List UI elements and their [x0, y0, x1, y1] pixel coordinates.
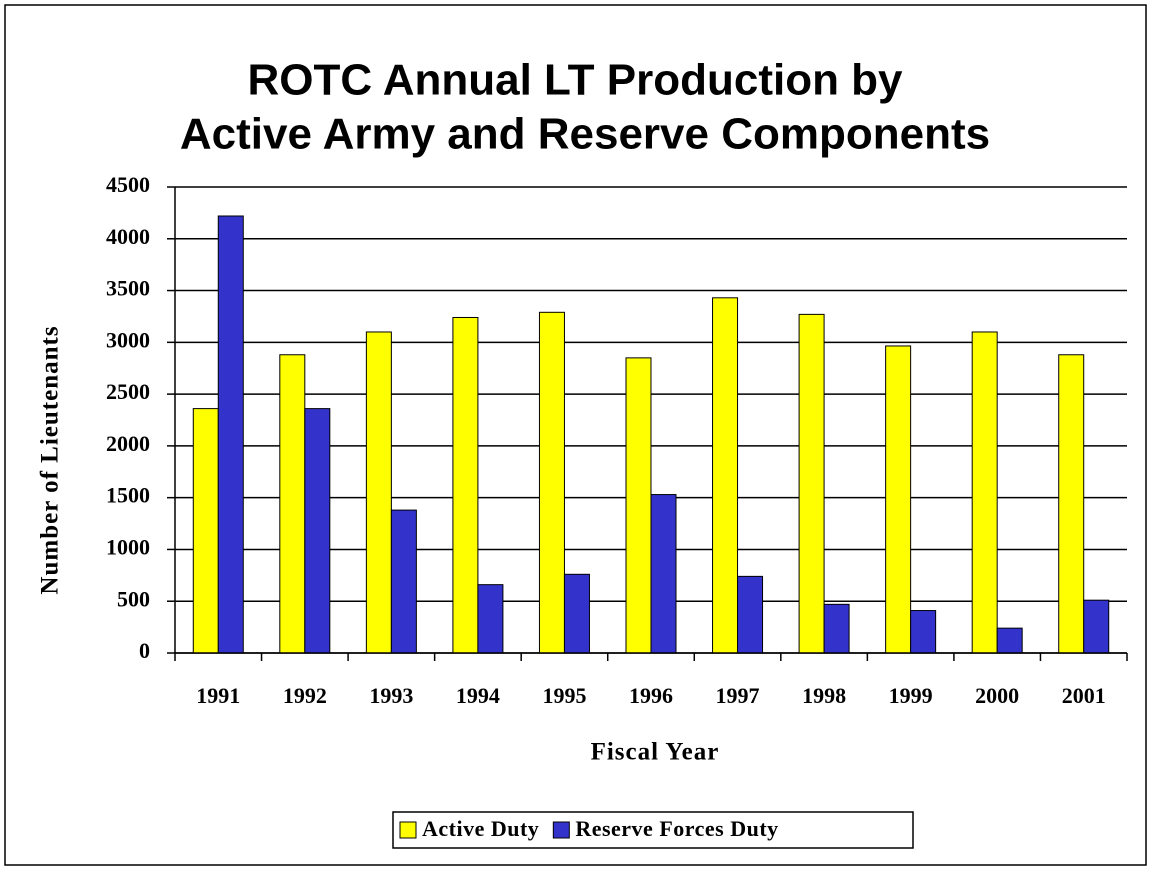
bar	[217, 215, 244, 654]
y-tick-label: 2500	[106, 379, 150, 404]
x-tick-label: 1992	[283, 683, 327, 708]
bar	[712, 297, 739, 654]
bar	[1058, 354, 1085, 654]
y-tick-label: 4500	[106, 172, 150, 197]
x-tick-label: 1998	[802, 683, 846, 708]
y-tick-label: 1500	[106, 483, 150, 508]
x-tick-label: 1997	[716, 683, 760, 708]
y-axis-label: Number of Lieutenants	[37, 325, 64, 594]
bar	[625, 357, 652, 654]
bar	[823, 603, 850, 654]
legend	[392, 811, 914, 849]
chart-title: Active Army and Reserve Components	[180, 110, 990, 159]
bar	[971, 331, 998, 654]
x-tick-label: 2001	[1062, 683, 1106, 708]
bar	[365, 331, 392, 654]
bar	[885, 345, 912, 654]
y-tick-label: 2000	[106, 431, 150, 456]
legend-label: Active Duty	[422, 816, 539, 841]
x-axis-label: Fiscal Year	[591, 739, 720, 766]
legend-swatch	[552, 821, 570, 839]
x-tick-label: 1995	[542, 683, 586, 708]
x-tick-label: 1991	[196, 683, 240, 708]
y-tick-label: 3000	[106, 327, 150, 352]
x-tick-label: 1994	[456, 683, 500, 708]
chart-title: ROTC Annual LT Production by	[247, 56, 903, 105]
y-tick-label: 0	[139, 638, 150, 663]
y-tick-label: 3500	[106, 276, 150, 301]
bar	[279, 354, 306, 654]
y-tick-label: 4000	[106, 224, 150, 249]
bar	[452, 316, 479, 654]
x-tick-label: 1996	[629, 683, 673, 708]
bar	[910, 610, 937, 654]
x-tick-label: 1999	[889, 683, 933, 708]
bar	[304, 408, 331, 654]
x-tick-label: 2000	[975, 683, 1019, 708]
bar	[192, 408, 219, 654]
legend-label: Reserve Forces Duty	[575, 816, 778, 841]
bar	[390, 509, 417, 654]
bar	[563, 573, 590, 654]
bar	[798, 313, 825, 654]
bar	[477, 584, 504, 654]
bar	[996, 627, 1023, 654]
x-tick-label: 1993	[369, 683, 413, 708]
bar	[538, 311, 565, 654]
y-tick-label: 1000	[106, 534, 150, 559]
bar	[650, 494, 677, 654]
bar	[737, 575, 764, 654]
bar	[1083, 599, 1110, 654]
legend-swatch	[399, 821, 417, 839]
y-tick-label: 500	[117, 586, 150, 611]
